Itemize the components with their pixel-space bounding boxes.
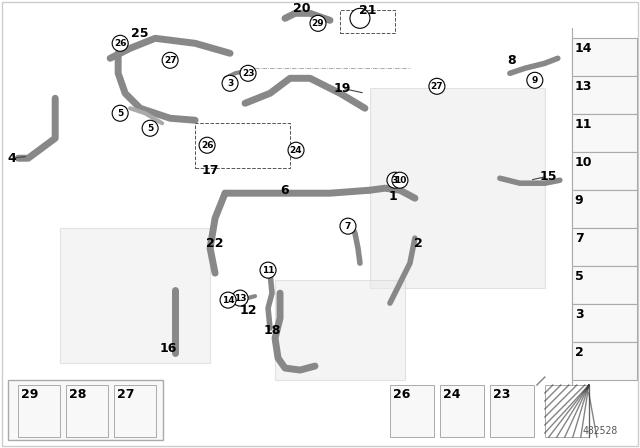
Circle shape xyxy=(392,172,408,188)
Text: 3: 3 xyxy=(392,176,398,185)
Circle shape xyxy=(199,137,215,153)
Text: 12: 12 xyxy=(239,304,257,317)
Text: 2: 2 xyxy=(575,346,584,359)
FancyBboxPatch shape xyxy=(572,39,637,76)
Text: 20: 20 xyxy=(293,2,311,15)
Text: 7: 7 xyxy=(575,232,584,245)
Text: 23: 23 xyxy=(242,69,254,78)
Text: 5: 5 xyxy=(575,270,584,283)
Circle shape xyxy=(310,15,326,31)
FancyBboxPatch shape xyxy=(572,152,637,190)
FancyBboxPatch shape xyxy=(8,380,163,440)
Text: 11: 11 xyxy=(262,266,275,275)
Circle shape xyxy=(240,65,256,81)
Text: 23: 23 xyxy=(493,388,510,401)
Text: 9: 9 xyxy=(575,194,584,207)
Circle shape xyxy=(142,120,158,136)
Circle shape xyxy=(222,75,238,91)
Text: 16: 16 xyxy=(159,341,177,354)
Text: 13: 13 xyxy=(575,80,592,93)
Text: 2: 2 xyxy=(413,237,422,250)
FancyBboxPatch shape xyxy=(440,385,484,437)
Circle shape xyxy=(387,172,403,188)
FancyBboxPatch shape xyxy=(370,88,545,288)
FancyBboxPatch shape xyxy=(572,190,637,228)
Text: 4: 4 xyxy=(8,152,17,165)
Text: 28: 28 xyxy=(69,388,86,401)
Circle shape xyxy=(260,262,276,278)
Circle shape xyxy=(112,105,128,121)
Text: 3: 3 xyxy=(575,308,584,321)
FancyBboxPatch shape xyxy=(66,385,108,437)
FancyBboxPatch shape xyxy=(3,2,637,446)
Circle shape xyxy=(429,78,445,94)
FancyBboxPatch shape xyxy=(490,385,534,437)
Text: 29: 29 xyxy=(21,388,38,401)
Circle shape xyxy=(350,9,370,28)
Text: 26: 26 xyxy=(393,388,410,401)
Text: 8: 8 xyxy=(508,54,516,67)
FancyBboxPatch shape xyxy=(60,228,210,363)
Text: 6: 6 xyxy=(281,184,289,197)
Text: 17: 17 xyxy=(202,164,219,177)
Text: 26: 26 xyxy=(114,39,127,48)
FancyBboxPatch shape xyxy=(390,385,434,437)
Circle shape xyxy=(220,292,236,308)
Circle shape xyxy=(162,52,178,68)
FancyBboxPatch shape xyxy=(572,228,637,266)
FancyBboxPatch shape xyxy=(18,385,60,437)
Text: 14: 14 xyxy=(575,42,592,55)
Text: 3: 3 xyxy=(227,79,233,88)
Text: 7: 7 xyxy=(345,222,351,231)
Text: 14: 14 xyxy=(221,296,234,305)
Text: 482528: 482528 xyxy=(582,426,618,436)
Text: 5: 5 xyxy=(117,109,124,118)
Text: 10: 10 xyxy=(575,156,592,169)
FancyBboxPatch shape xyxy=(572,76,637,114)
Text: 27: 27 xyxy=(164,56,177,65)
FancyBboxPatch shape xyxy=(572,342,637,380)
Text: 5: 5 xyxy=(147,124,153,133)
Text: 24: 24 xyxy=(443,388,460,401)
Circle shape xyxy=(288,142,304,158)
Text: 11: 11 xyxy=(575,118,592,131)
Text: 29: 29 xyxy=(312,19,324,28)
Circle shape xyxy=(527,72,543,88)
Text: 27: 27 xyxy=(431,82,444,91)
Text: 15: 15 xyxy=(539,170,557,183)
Text: 27: 27 xyxy=(117,388,134,401)
Text: 9: 9 xyxy=(532,76,538,85)
Text: 13: 13 xyxy=(234,293,246,302)
Circle shape xyxy=(232,290,248,306)
Text: 25: 25 xyxy=(131,27,149,40)
Text: 24: 24 xyxy=(290,146,302,155)
FancyBboxPatch shape xyxy=(572,114,637,152)
FancyBboxPatch shape xyxy=(572,304,637,342)
FancyBboxPatch shape xyxy=(114,385,156,437)
FancyBboxPatch shape xyxy=(572,266,637,304)
Circle shape xyxy=(112,35,128,52)
Text: 10: 10 xyxy=(394,176,406,185)
FancyBboxPatch shape xyxy=(545,385,589,437)
Circle shape xyxy=(340,218,356,234)
Text: 1: 1 xyxy=(388,190,397,202)
Text: 21: 21 xyxy=(359,4,377,17)
Text: 22: 22 xyxy=(206,237,224,250)
Text: 18: 18 xyxy=(263,323,281,336)
Text: 19: 19 xyxy=(333,82,351,95)
Text: 26: 26 xyxy=(201,141,213,150)
FancyBboxPatch shape xyxy=(275,280,405,380)
